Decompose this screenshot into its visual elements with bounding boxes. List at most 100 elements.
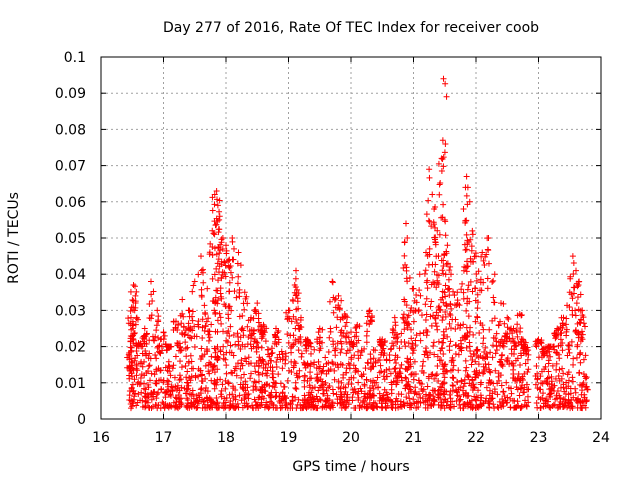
- data-point: [540, 400, 547, 407]
- data-point: [256, 394, 263, 401]
- data-point: [495, 404, 502, 411]
- data-point: [439, 267, 446, 274]
- data-point: [549, 384, 556, 391]
- data-point: [455, 351, 462, 358]
- data-point: [484, 246, 491, 253]
- data-point: [133, 315, 140, 322]
- data-point: [485, 397, 492, 404]
- data-point: [454, 301, 461, 308]
- data-point: [525, 386, 532, 393]
- data-point: [465, 401, 472, 408]
- data-point: [513, 377, 520, 384]
- data-point: [312, 402, 319, 409]
- x-tick-label: 20: [342, 430, 360, 446]
- data-point: [458, 377, 465, 384]
- data-point: [266, 353, 273, 360]
- data-point: [205, 362, 212, 369]
- data-point: [139, 403, 146, 410]
- data-point: [390, 327, 397, 334]
- data-point: [356, 323, 363, 330]
- data-point: [259, 389, 266, 396]
- data-point: [446, 391, 453, 398]
- data-point: [189, 288, 196, 295]
- data-point: [454, 289, 461, 296]
- data-point: [220, 351, 227, 358]
- data-point: [195, 271, 202, 278]
- data-point: [430, 219, 437, 226]
- data-point: [356, 402, 363, 409]
- data-point: [420, 369, 427, 376]
- data-point: [584, 386, 591, 393]
- data-point: [572, 385, 579, 392]
- data-point: [410, 396, 417, 403]
- data-point: [221, 301, 228, 308]
- data-point: [474, 394, 481, 401]
- data-point: [239, 312, 246, 319]
- data-point: [440, 257, 447, 264]
- data-point: [365, 360, 372, 367]
- data-point: [447, 395, 454, 402]
- data-point: [432, 239, 439, 246]
- data-point: [454, 392, 461, 399]
- data-point: [214, 300, 221, 307]
- data-point: [425, 197, 432, 204]
- data-point: [463, 364, 470, 371]
- data-point: [450, 383, 457, 390]
- data-point: [195, 392, 202, 399]
- x-tick-label: 21: [405, 430, 423, 446]
- data-point: [435, 377, 442, 384]
- data-point: [572, 312, 579, 319]
- data-point: [224, 329, 231, 336]
- data-point: [227, 402, 234, 409]
- y-tick-label: 0.06: [55, 195, 86, 211]
- data-point: [338, 340, 345, 347]
- data-point: [189, 391, 196, 398]
- data-point: [186, 404, 193, 411]
- data-point: [436, 191, 443, 198]
- data-point: [581, 394, 588, 401]
- data-point: [467, 324, 474, 331]
- data-point: [203, 347, 210, 354]
- data-point: [569, 311, 576, 318]
- data-point: [209, 227, 216, 234]
- data-point: [390, 378, 397, 385]
- data-point: [559, 325, 566, 332]
- data-point: [316, 325, 323, 332]
- data-point: [393, 360, 400, 367]
- data-point: [477, 287, 483, 294]
- x-tick-label: 19: [280, 430, 298, 446]
- data-point: [403, 267, 410, 274]
- data-point: [259, 356, 266, 363]
- data-point: [279, 365, 286, 372]
- data-point: [427, 303, 434, 310]
- data-point: [307, 396, 314, 403]
- data-point: [549, 362, 556, 369]
- data-point: [179, 331, 186, 338]
- data-point: [367, 351, 374, 358]
- data-point: [226, 303, 233, 310]
- data-point: [480, 340, 487, 347]
- data-point: [382, 396, 389, 403]
- data-point: [466, 298, 473, 305]
- data-point: [435, 312, 442, 319]
- data-point: [331, 367, 338, 374]
- data-point: [230, 352, 237, 359]
- data-point: [342, 323, 349, 330]
- data-point: [177, 358, 184, 365]
- data-point: [475, 361, 482, 368]
- data-point: [367, 387, 374, 394]
- data-point: [492, 350, 499, 357]
- data-point: [295, 305, 302, 312]
- data-point: [250, 405, 257, 412]
- data-point: [436, 181, 443, 188]
- data-point: [464, 286, 471, 293]
- data-point: [545, 374, 552, 381]
- data-point: [501, 320, 508, 327]
- data-point: [216, 310, 223, 317]
- data-point: [218, 320, 225, 327]
- data-point: [369, 405, 376, 412]
- data-point: [457, 405, 464, 412]
- data-point: [490, 277, 497, 284]
- data-point: [573, 300, 580, 307]
